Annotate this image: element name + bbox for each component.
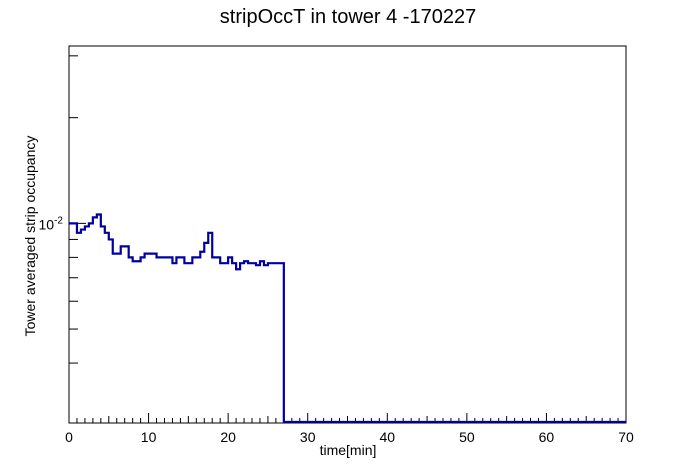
x-tick-label: 20 [220,429,236,445]
x-tick-label: 30 [300,429,316,445]
x-tick-label: 40 [379,429,395,445]
chart-title: stripOccT in tower 4 -170227 [219,6,477,28]
x-tick-label: 60 [539,429,555,445]
y-axis: 10-2 [39,55,86,364]
x-tick-label: 0 [65,429,73,445]
x-tick-label: 10 [141,429,157,445]
x-axis: 0 10 20 30 40 50 60 70 [65,413,634,445]
x-axis-title: time[min] [320,442,377,458]
y-axis-title: Tower averaged strip occupancy [22,136,38,337]
y-tick-label: 10-2 [39,215,64,232]
x-tick-label: 70 [618,429,634,445]
plot-frame [68,45,627,424]
series-line-histogram [69,213,626,424]
x-tick-label: 50 [459,429,475,445]
